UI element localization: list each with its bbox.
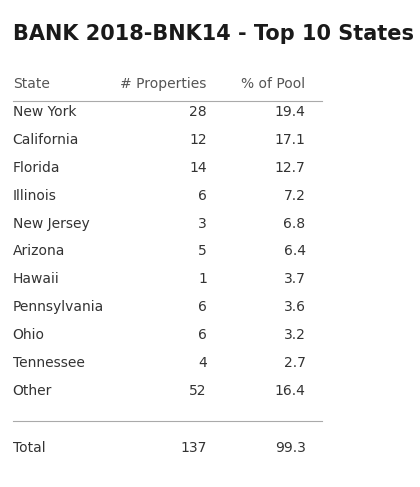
- Text: 3.6: 3.6: [284, 300, 306, 314]
- Text: 1: 1: [198, 272, 207, 286]
- Text: BANK 2018-BNK14 - Top 10 States: BANK 2018-BNK14 - Top 10 States: [13, 24, 414, 44]
- Text: 6: 6: [198, 300, 207, 314]
- Text: Tennessee: Tennessee: [13, 356, 84, 370]
- Text: 3.7: 3.7: [284, 272, 306, 286]
- Text: State: State: [13, 77, 50, 92]
- Text: 3.2: 3.2: [284, 328, 306, 342]
- Text: 5: 5: [198, 244, 207, 259]
- Text: 6.8: 6.8: [284, 217, 306, 230]
- Text: % of Pool: % of Pool: [241, 77, 306, 92]
- Text: Hawaii: Hawaii: [13, 272, 59, 286]
- Text: 99.3: 99.3: [275, 441, 306, 455]
- Text: Illinois: Illinois: [13, 188, 57, 203]
- Text: 16.4: 16.4: [275, 384, 306, 398]
- Text: 28: 28: [189, 105, 207, 119]
- Text: 4: 4: [198, 356, 207, 370]
- Text: Ohio: Ohio: [13, 328, 45, 342]
- Text: Other: Other: [13, 384, 52, 398]
- Text: 14: 14: [189, 161, 207, 175]
- Text: 137: 137: [181, 441, 207, 455]
- Text: 2.7: 2.7: [284, 356, 306, 370]
- Text: 6: 6: [198, 188, 207, 203]
- Text: Pennsylvania: Pennsylvania: [13, 300, 104, 314]
- Text: 52: 52: [189, 384, 207, 398]
- Text: California: California: [13, 133, 79, 147]
- Text: 12.7: 12.7: [275, 161, 306, 175]
- Text: New Jersey: New Jersey: [13, 217, 89, 230]
- Text: 7.2: 7.2: [284, 188, 306, 203]
- Text: Florida: Florida: [13, 161, 60, 175]
- Text: 12: 12: [189, 133, 207, 147]
- Text: 3: 3: [198, 217, 207, 230]
- Text: Arizona: Arizona: [13, 244, 65, 259]
- Text: 6.4: 6.4: [284, 244, 306, 259]
- Text: 6: 6: [198, 328, 207, 342]
- Text: # Properties: # Properties: [121, 77, 207, 92]
- Text: 19.4: 19.4: [275, 105, 306, 119]
- Text: Total: Total: [13, 441, 45, 455]
- Text: New York: New York: [13, 105, 76, 119]
- Text: 17.1: 17.1: [275, 133, 306, 147]
